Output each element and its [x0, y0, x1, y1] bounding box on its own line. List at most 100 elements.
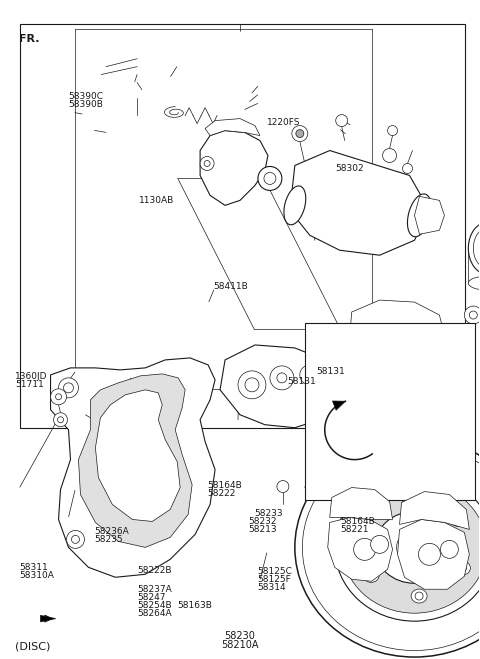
Circle shape [458, 564, 467, 572]
Text: 58247: 58247 [137, 593, 166, 602]
Polygon shape [290, 150, 430, 255]
Text: 58164B: 58164B [340, 517, 375, 526]
Circle shape [454, 515, 462, 523]
Text: 58164B: 58164B [207, 481, 242, 490]
Ellipse shape [473, 228, 480, 268]
Polygon shape [399, 492, 469, 529]
Circle shape [50, 389, 67, 405]
Circle shape [258, 167, 282, 190]
Text: 1220FS: 1220FS [267, 118, 300, 127]
Text: 58390B: 58390B [69, 100, 104, 109]
Text: 51711: 51711 [15, 380, 44, 389]
Circle shape [270, 366, 294, 390]
Polygon shape [50, 358, 215, 577]
Polygon shape [330, 488, 393, 519]
Circle shape [362, 523, 371, 530]
Circle shape [67, 530, 84, 548]
Text: 58310A: 58310A [19, 571, 54, 581]
Circle shape [245, 378, 259, 392]
Polygon shape [415, 196, 444, 235]
Polygon shape [40, 616, 56, 622]
Circle shape [404, 354, 425, 376]
Ellipse shape [468, 276, 480, 290]
Text: 58235: 58235 [95, 534, 123, 544]
Circle shape [58, 416, 63, 422]
Ellipse shape [411, 589, 427, 603]
Text: 58210A: 58210A [221, 640, 259, 650]
Ellipse shape [374, 511, 455, 583]
Ellipse shape [468, 222, 480, 274]
Ellipse shape [359, 520, 374, 534]
Circle shape [406, 495, 414, 503]
Text: 58254B: 58254B [137, 601, 172, 610]
Text: 58302: 58302 [336, 164, 364, 173]
Circle shape [415, 592, 423, 600]
Circle shape [441, 540, 458, 558]
Circle shape [408, 422, 428, 442]
Ellipse shape [284, 186, 306, 225]
Circle shape [296, 130, 304, 138]
Bar [305, 323, 475, 500]
Circle shape [367, 571, 375, 579]
Polygon shape [357, 373, 447, 410]
Circle shape [277, 373, 287, 383]
Polygon shape [352, 403, 449, 473]
Circle shape [59, 378, 78, 398]
Polygon shape [328, 517, 393, 581]
Circle shape [387, 126, 397, 136]
Circle shape [204, 161, 210, 167]
Text: 58125F: 58125F [258, 575, 291, 585]
Polygon shape [78, 374, 192, 548]
Circle shape [54, 413, 68, 427]
Circle shape [200, 156, 214, 171]
Text: 58163B: 58163B [177, 601, 212, 610]
Ellipse shape [363, 569, 379, 583]
Text: (DISC): (DISC) [15, 642, 50, 652]
Bar [20, 24, 465, 428]
Text: 58232: 58232 [249, 517, 277, 526]
Circle shape [419, 544, 441, 565]
Circle shape [277, 480, 289, 492]
Polygon shape [345, 338, 444, 410]
Text: FR.: FR. [19, 34, 39, 44]
Polygon shape [397, 519, 469, 589]
Text: 1130AB: 1130AB [139, 196, 174, 205]
Polygon shape [350, 300, 444, 345]
Text: 58221: 58221 [340, 525, 369, 534]
Circle shape [336, 115, 348, 127]
Polygon shape [205, 119, 260, 136]
Text: 58125C: 58125C [258, 567, 293, 577]
Text: 58237A: 58237A [137, 585, 172, 594]
Text: 58314: 58314 [258, 583, 287, 592]
Circle shape [407, 539, 422, 556]
Circle shape [410, 361, 419, 369]
Circle shape [264, 173, 276, 185]
Ellipse shape [408, 194, 432, 237]
Ellipse shape [450, 512, 466, 527]
Text: 58411B: 58411B [214, 282, 249, 291]
Text: 58230: 58230 [225, 631, 255, 641]
Circle shape [56, 394, 61, 400]
Circle shape [469, 311, 477, 319]
Polygon shape [220, 345, 338, 428]
Ellipse shape [335, 474, 480, 621]
Text: 58131: 58131 [287, 378, 316, 386]
Ellipse shape [342, 482, 480, 613]
Text: 58264A: 58264A [137, 609, 172, 617]
Ellipse shape [402, 492, 418, 505]
Text: 58222: 58222 [207, 489, 236, 498]
Circle shape [238, 371, 266, 399]
Text: 58236A: 58236A [95, 527, 129, 536]
Circle shape [374, 365, 384, 375]
Circle shape [372, 422, 396, 447]
Polygon shape [96, 390, 180, 521]
Circle shape [72, 535, 80, 544]
Text: 58390C: 58390C [69, 92, 104, 101]
Text: 58213: 58213 [249, 525, 277, 534]
Text: 58131: 58131 [317, 367, 345, 376]
Circle shape [383, 148, 396, 163]
Circle shape [403, 163, 412, 173]
Polygon shape [333, 401, 346, 411]
Circle shape [371, 535, 389, 554]
Polygon shape [200, 130, 268, 206]
